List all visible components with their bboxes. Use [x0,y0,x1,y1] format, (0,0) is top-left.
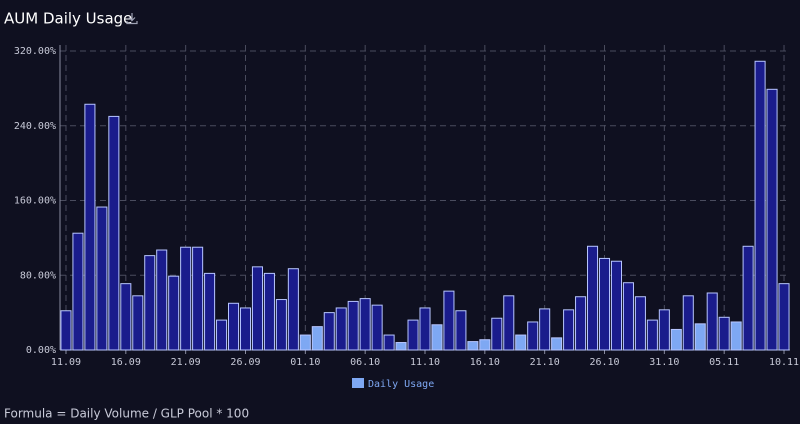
bar [383,334,395,351]
bar [216,319,228,351]
bar [646,319,658,351]
bar [503,295,515,351]
y-tick-label: 320.00% [14,46,56,57]
bar [275,299,287,351]
bar [455,310,467,351]
bar [371,304,383,351]
x-tick-label: 21.10 [530,357,560,368]
bar [96,206,108,351]
bar [359,298,371,351]
bar [156,249,168,351]
bar [670,328,682,351]
bar [634,296,646,351]
y-tick-label: 240.00% [14,121,56,132]
bar [491,317,503,351]
bar [467,341,479,351]
x-tick-label: 26.10 [589,357,619,368]
bar [658,309,670,351]
bar [287,268,299,351]
bar [239,307,252,351]
bar [120,283,132,351]
y-tick-label: 160.00% [14,196,56,207]
bar [766,88,778,351]
bar [168,275,180,351]
footnote: Formula = Daily Volume / GLP Pool * 100 [4,407,249,421]
x-tick-label: 06.10 [350,357,380,368]
x-tick-label: 26.09 [230,357,260,368]
legend-label[interactable]: Daily Usage [368,379,434,390]
bar [515,334,527,351]
bar [682,295,694,351]
bar [718,316,730,351]
bar [323,312,335,351]
bar [706,292,718,351]
legend-swatch[interactable] [352,378,364,388]
x-tick-label: 01.10 [290,357,320,368]
x-tick-label: 10.11 [769,357,799,368]
bar [443,290,455,351]
bar [299,334,311,351]
bar [192,246,204,351]
bar [551,337,563,351]
bar [431,324,443,351]
bar [108,115,120,351]
bar [132,295,144,351]
bar [180,246,192,351]
bar [598,257,611,351]
bar [227,302,240,351]
bar [539,308,551,351]
bar [694,323,706,351]
bar [311,326,323,351]
x-tick-label: 11.09 [51,357,81,368]
bar [84,103,96,351]
x-tick-label: 11.10 [410,357,440,368]
bar [60,310,72,351]
bar [730,321,742,351]
bar [419,307,431,351]
y-tick-label: 80.00% [20,270,56,281]
bar [587,245,599,351]
bar [575,296,587,351]
chart-title: AUM Daily Usage [4,10,132,28]
bar [251,266,263,351]
bar [527,321,539,351]
bar [622,282,634,351]
bar [778,283,790,351]
bar [204,272,216,351]
bar [347,300,359,351]
bar [407,319,419,351]
x-tick-label: 05.11 [709,357,739,368]
bar [144,255,156,351]
bar [479,339,491,351]
bar [563,309,575,351]
bar [395,342,407,351]
x-tick-label: 16.10 [470,357,500,368]
bar [72,232,84,351]
bar [742,245,754,351]
bar [263,272,275,351]
bar [754,60,766,351]
x-tick-label: 31.10 [649,357,679,368]
bar [610,260,623,351]
x-tick-label: 16.09 [111,357,141,368]
x-tick-label: 21.09 [171,357,201,368]
bar [335,307,347,351]
download-icon[interactable] [126,13,138,25]
y-tick-label: 0.00% [26,345,56,356]
